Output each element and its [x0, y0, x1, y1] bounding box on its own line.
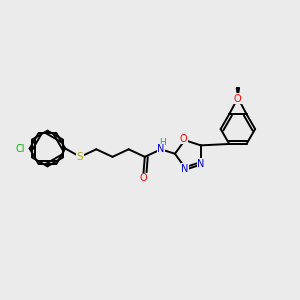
Text: N: N — [197, 159, 204, 169]
Text: O: O — [140, 173, 147, 183]
Text: N: N — [181, 164, 188, 174]
Text: H: H — [159, 138, 166, 147]
Text: O: O — [179, 134, 187, 144]
Text: Cl: Cl — [16, 143, 26, 154]
Text: S: S — [77, 152, 83, 162]
Text: O: O — [235, 94, 242, 104]
Text: O: O — [233, 94, 241, 104]
Text: N: N — [157, 144, 165, 154]
